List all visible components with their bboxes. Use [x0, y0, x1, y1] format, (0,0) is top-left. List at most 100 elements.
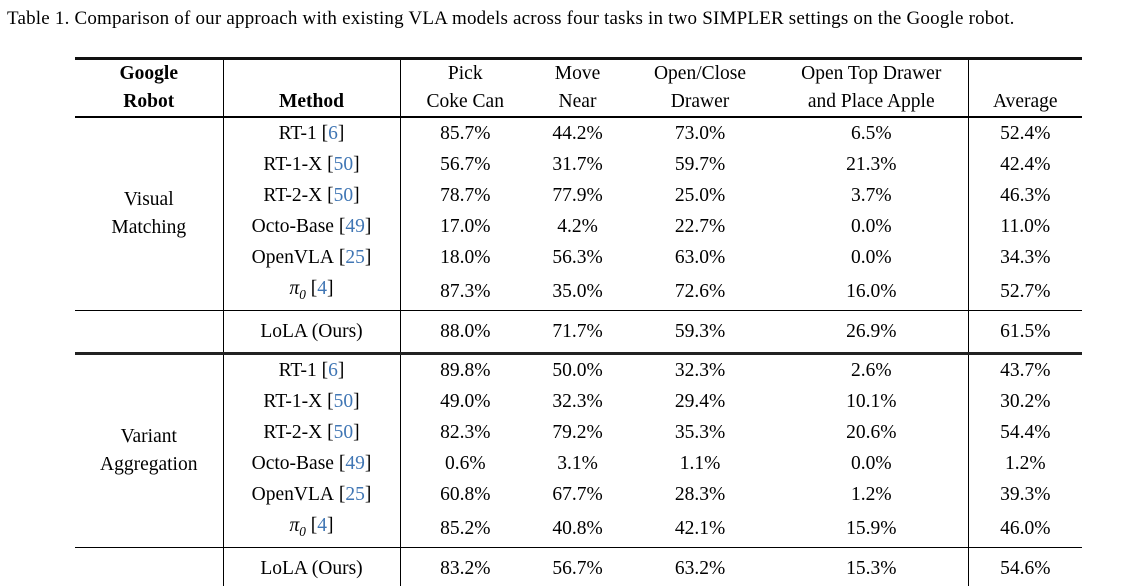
method-cell: RT-1 [6] — [223, 353, 401, 386]
task-value: 83.2% — [400, 546, 530, 586]
model-row: OpenVLA [25] 18.0% 56.3% 63.0% 0.0% 34.3% — [75, 242, 1082, 273]
setting-label: Variant Aggregation — [75, 353, 224, 548]
task-value: 88.0% — [400, 309, 530, 355]
task-value: 60.8% — [440, 483, 491, 505]
task-value: 0.0% — [850, 216, 892, 237]
method-cell: LoLA (Ours) — [223, 309, 401, 355]
task-value: 2.6% — [850, 359, 892, 381]
header-google-robot: Google Robot — [75, 58, 224, 118]
task-value: 6.5% — [850, 123, 892, 144]
task-value: 78.7% — [440, 185, 491, 206]
citation-link[interactable]: 25 — [345, 483, 365, 505]
task-value: 59.7% — [674, 154, 726, 175]
task-value: 35.3% — [674, 421, 726, 443]
task-value: 0.6% — [444, 452, 486, 474]
method-name: π0 — [289, 278, 306, 302]
task-value: 73.0% — [674, 123, 726, 144]
citation-link[interactable]: 49 — [345, 216, 365, 237]
header-open-top-drawer-place-apple: Open Top Drawer and Place Apple — [775, 58, 968, 118]
model-row: Octo-Base [49] 17.0% 4.2% 22.7% 0.0% 11.0% — [75, 211, 1082, 242]
method-name: OpenVLA — [251, 483, 334, 505]
task-value: 49.0% — [440, 390, 491, 412]
task-value: 4.2% — [557, 216, 598, 237]
task-value: 3.1% — [557, 452, 598, 474]
task-value: 87.3% — [440, 280, 491, 302]
task-value: 29.4% — [674, 390, 726, 412]
citation-link[interactable]: 50 — [333, 390, 354, 412]
task-value: 1.1% — [679, 452, 721, 474]
average-value: 54.6% — [967, 546, 1082, 586]
method-cell: RT-2-X [50] — [223, 180, 401, 211]
task-value: 67.7% — [552, 483, 603, 505]
task-value: 50.0% — [552, 359, 603, 381]
citation-link[interactable]: 50 — [333, 185, 354, 206]
citation-link[interactable]: 4 — [317, 514, 328, 536]
method-name: RT-1 — [278, 123, 317, 144]
task-value: 32.3% — [552, 390, 603, 412]
header-row: Google Robot Method Pick Coke Can Move N… — [75, 58, 1082, 118]
table-body: Visual Matching RT-1 [6] 85.7% 44.2% 73.0% 6.5… — [75, 117, 1082, 586]
method-cell: π0 [4] — [223, 273, 401, 311]
task-value: 63.0% — [674, 247, 726, 268]
average-value: 11.0% — [967, 211, 1082, 242]
model-row: RT-1-X [50] 49.0% 32.3% 29.4% 10.1% 30.2% — [75, 385, 1082, 417]
paper-page: Table 1. Comparison of our approach with… — [0, 7, 1148, 586]
citation-link[interactable]: 49 — [345, 452, 365, 474]
results-table: Google Robot Method Pick Coke Can Move N… — [75, 57, 1082, 586]
model-row: Variant Aggregation RT-1 [6] 89.8% 50.0% 32.3… — [75, 353, 1082, 548]
task-value: 0.0% — [850, 452, 892, 474]
method-name: RT-1-X — [263, 390, 323, 412]
average-value: 34.3% — [967, 242, 1082, 273]
header-method: Method — [223, 58, 401, 118]
citation-link[interactable]: 4 — [317, 278, 328, 299]
method-name: LoLA (Ours) — [260, 320, 363, 342]
citation-link[interactable]: 6 — [328, 359, 338, 381]
average-value: 52.7% — [967, 273, 1082, 311]
task-value: 26.9% — [775, 309, 968, 355]
task-value: 35.0% — [552, 280, 603, 302]
citation-link[interactable]: 25 — [345, 247, 365, 268]
method-cell: RT-1-X [50] — [223, 149, 401, 180]
task-value: 56.7% — [440, 154, 491, 175]
method-name: RT-2-X — [263, 421, 323, 443]
average-value: 30.2% — [967, 385, 1082, 417]
header-average: Average — [967, 58, 1082, 118]
task-value: 85.7% — [440, 123, 491, 144]
task-value: 40.8% — [552, 517, 603, 539]
citation-link[interactable]: 50 — [333, 154, 354, 175]
header-move-near: Move Near — [530, 58, 625, 118]
task-value: 44.2% — [552, 123, 603, 144]
task-value: 20.6% — [846, 421, 897, 443]
task-value: 59.3% — [625, 309, 775, 355]
task-value: 71.7% — [530, 309, 625, 355]
method-cell: LoLA (Ours) — [223, 546, 401, 586]
task-value: 72.6% — [674, 280, 726, 302]
model-row: π0 [4] 85.2% 40.8% 42.1% 15.9% 46.0% — [75, 509, 1082, 548]
citation-link[interactable]: 50 — [333, 421, 354, 443]
average-value: 39.3% — [967, 478, 1082, 510]
method-name: Octo-Base — [251, 452, 334, 474]
method-cell: OpenVLA [25] — [223, 242, 401, 273]
task-value: 22.7% — [674, 216, 726, 237]
task-value: 85.2% — [440, 517, 491, 539]
method-cell: RT-2-X [50] — [223, 416, 401, 448]
citation-link[interactable]: 6 — [328, 123, 338, 144]
task-value: 89.8% — [440, 359, 491, 381]
method-name: OpenVLA — [251, 247, 334, 268]
task-value: 77.9% — [552, 185, 603, 206]
group-spacer-cell — [75, 546, 224, 586]
task-value: 25.0% — [674, 185, 726, 206]
task-value: 42.1% — [674, 517, 726, 539]
task-value: 18.0% — [440, 247, 491, 268]
method-cell: Octo-Base [49] — [223, 447, 401, 479]
task-value: 32.3% — [674, 359, 726, 381]
ours-row: LoLA (Ours) 88.0% 71.7% 59.3% 26.9% 61.5% — [75, 309, 1082, 355]
average-value: 1.2% — [967, 447, 1082, 479]
method-name: LoLA (Ours) — [260, 557, 363, 579]
method-cell: RT-1-X [50] — [223, 385, 401, 417]
method-name: Octo-Base — [251, 216, 334, 237]
task-value: 56.7% — [530, 546, 625, 586]
model-row: RT-2-X [50] 82.3% 79.2% 35.3% 20.6% 54.4% — [75, 416, 1082, 448]
method-cell: RT-1 [6] — [223, 117, 401, 149]
average-value: 46.3% — [967, 180, 1082, 211]
